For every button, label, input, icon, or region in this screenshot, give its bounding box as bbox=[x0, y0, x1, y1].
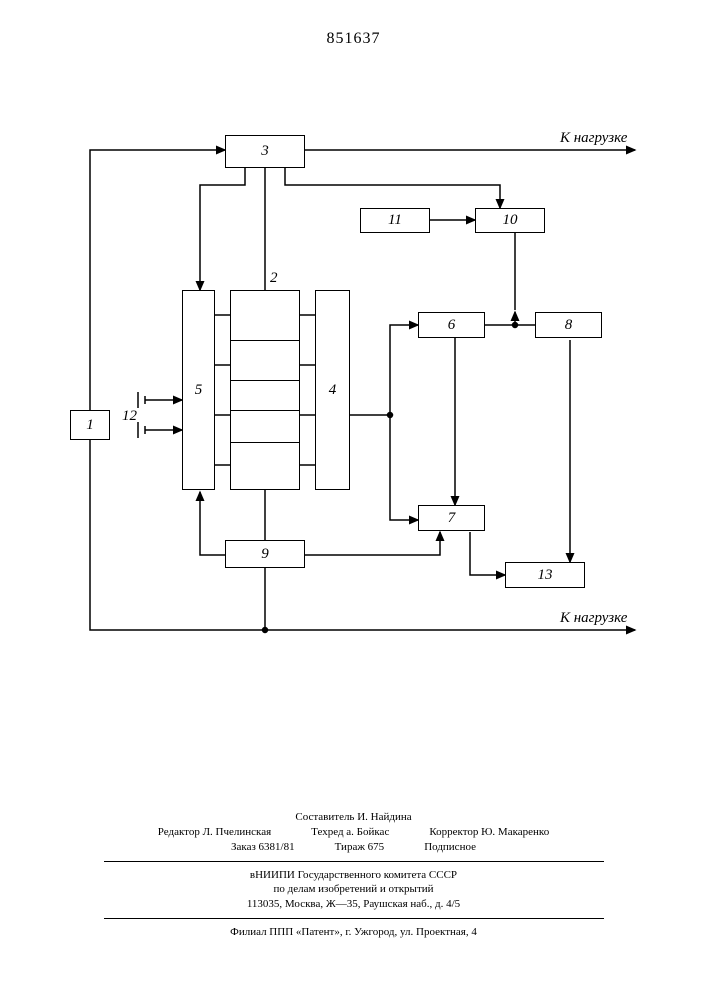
block-11: 11 bbox=[360, 208, 430, 233]
order: Заказ 6381/81 bbox=[231, 840, 295, 855]
footer-rule bbox=[104, 918, 604, 919]
addr-line-1: 113035, Москва, Ж—35, Раушская наб., д. … bbox=[0, 897, 707, 912]
subscription: Подписное bbox=[424, 840, 476, 855]
block-5: 5 bbox=[182, 290, 215, 490]
block-3: 3 bbox=[225, 135, 305, 168]
techred: Техред а. Бойкас bbox=[311, 825, 389, 840]
addr-line-2: Филиал ППП «Патент», г. Ужгород, ул. Про… bbox=[0, 925, 707, 940]
order-row: Заказ 6381/81 Тираж 675 Подписное bbox=[0, 840, 707, 855]
patent-number: 851637 bbox=[0, 30, 707, 48]
output-label-bottom: К нагрузке bbox=[560, 610, 627, 627]
divider bbox=[230, 442, 300, 443]
block-4: 4 bbox=[315, 290, 350, 490]
block-13: 13 bbox=[505, 562, 585, 588]
corrector: Корректор Ю. Макаренко bbox=[429, 825, 549, 840]
label-12: 12 bbox=[122, 408, 137, 425]
imprint-footer: Составитель И. Найдина Редактор Л. Пчели… bbox=[0, 810, 707, 940]
block-1: 1 bbox=[70, 410, 110, 440]
divider bbox=[230, 340, 300, 341]
divider bbox=[230, 410, 300, 411]
output-label-top: К нагрузке bbox=[560, 130, 627, 147]
block-8: 8 bbox=[535, 312, 602, 338]
compiler-line: Составитель И. Найдина bbox=[0, 810, 707, 825]
footer-rule bbox=[104, 861, 604, 862]
block-7: 7 bbox=[418, 505, 485, 531]
credits-row: Редактор Л. Пчелинская Техред а. Бойкас … bbox=[0, 825, 707, 840]
editor: Редактор Л. Пчелинская bbox=[158, 825, 271, 840]
block-9: 9 bbox=[225, 540, 305, 568]
page: 8 5 1 6 3 7 bbox=[0, 0, 707, 1000]
tirage: Тираж 675 bbox=[335, 840, 385, 855]
divider bbox=[230, 380, 300, 381]
org-line-1: вНИИПИ Государственного комитета СССР bbox=[0, 868, 707, 883]
block-6: 6 bbox=[418, 312, 485, 338]
block-10: 10 bbox=[475, 208, 545, 233]
label-2: 2 bbox=[270, 270, 278, 287]
org-line-2: по делам изобретений и открытий bbox=[0, 882, 707, 897]
block-2-battery bbox=[230, 290, 300, 490]
block-diagram: 1 3 5 4 9 11 10 6 8 7 13 2 12 К нагрузке bbox=[60, 130, 650, 660]
